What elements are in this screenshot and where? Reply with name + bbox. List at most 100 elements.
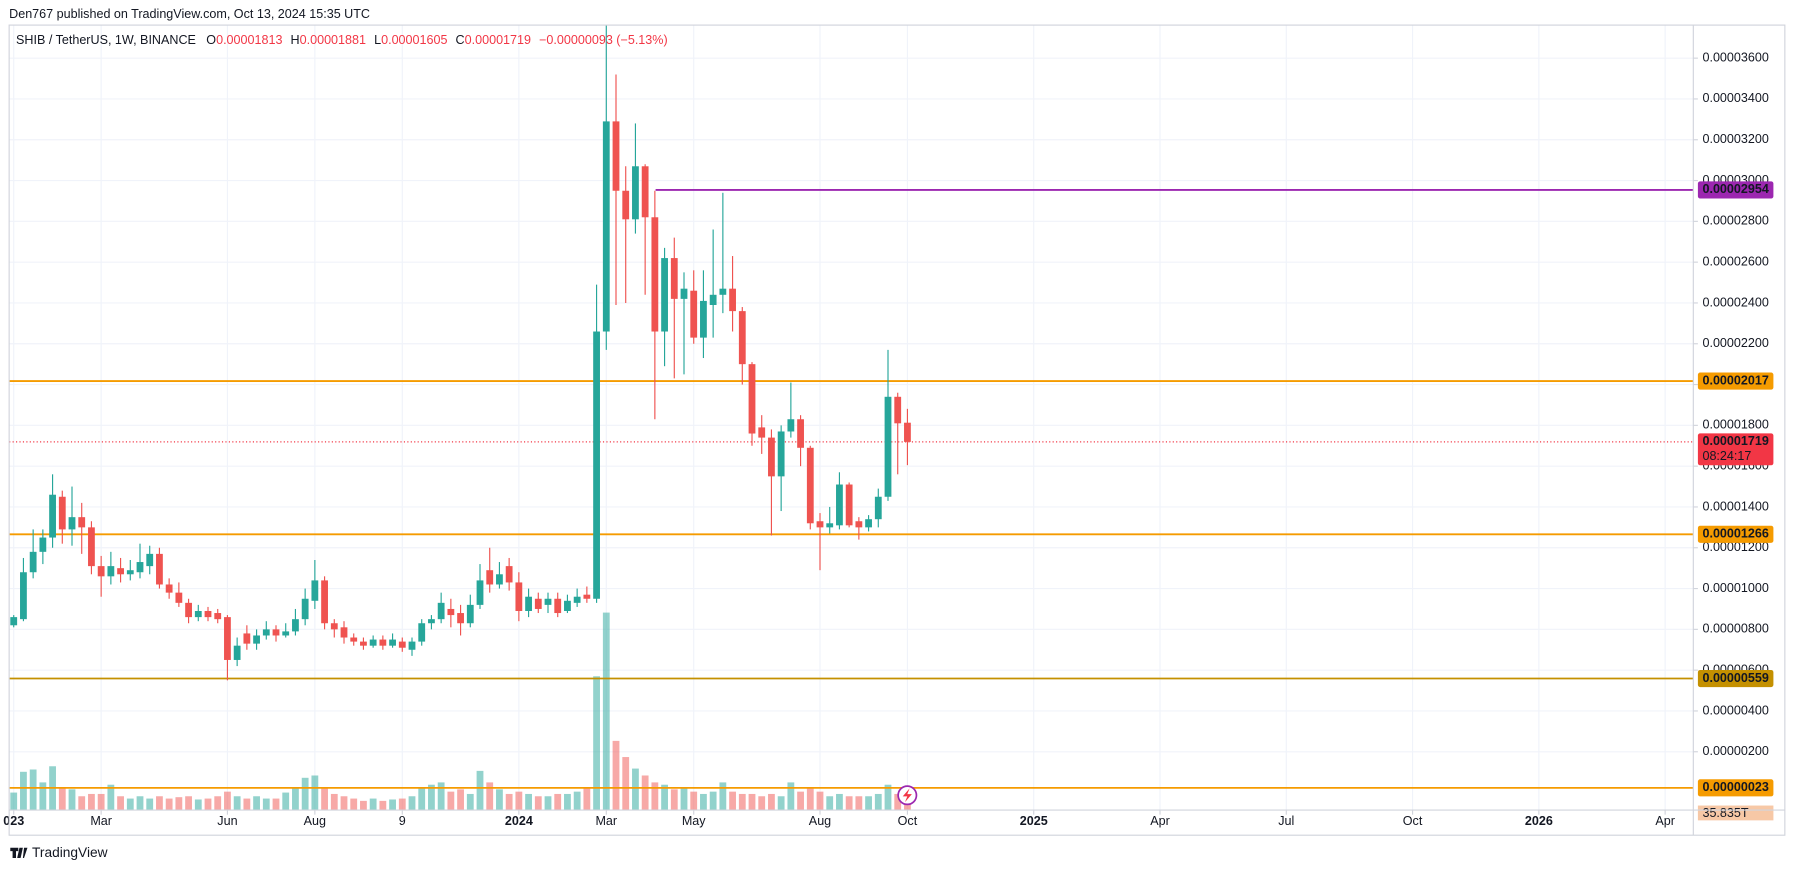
candle-body [486,570,494,585]
volume-bar [78,796,86,811]
volume-bar [292,787,299,811]
volume-bar [622,757,630,811]
volume-bar [729,791,736,811]
volume-bar [214,796,222,811]
candle-body [505,566,513,583]
x-tick-label: Jun [217,814,237,828]
candle-body [700,300,707,338]
volume-bar [583,787,591,811]
volume-bar [534,796,542,811]
countdown-icon [897,785,918,806]
candle-body [806,447,814,524]
volume-bar [330,793,338,811]
candle-body [894,396,902,424]
symbol-legend: SHIB / TetherUS, 1W, BINANCE O0.00001813… [16,33,668,47]
volume-bar [369,798,377,811]
candle-body [117,568,124,575]
candle-body [389,639,396,646]
volume-bar [88,793,95,811]
high-value: 0.00001881 [300,33,366,47]
volume-bar [884,784,892,811]
candle-body [836,484,843,526]
candle-body [573,596,581,603]
candle-body [194,610,202,618]
level-label-box [1697,372,1774,390]
volume-bar [389,799,396,811]
countdown: 08:24:17 [1702,449,1751,463]
candle-body [204,610,212,618]
volume-bar [738,793,746,811]
candle-body [165,584,173,593]
candle-body [690,290,698,338]
volume-bar [855,796,863,811]
candle-body [680,288,688,299]
y-tick-label: 0.00001400 [1702,499,1768,513]
candle-body [564,600,571,611]
y-tick-label: 0.00001800 [1702,418,1768,432]
level-label: 0.00002017 [1702,373,1768,387]
volume-bar [632,768,639,811]
axes: 0.000036000.000034000.000032000.00003000… [3,50,1774,828]
candle-body [282,631,290,636]
candle-body [185,602,192,618]
candle-body [330,623,338,630]
candle-body [525,596,532,611]
volume-bar [612,740,620,811]
y-tick-label: 0.00002800 [1702,214,1768,228]
volume-bar [457,789,464,811]
volume-bar [20,771,27,811]
volume-bar [301,777,309,811]
volume-bar [418,787,426,811]
candle-body [408,641,416,650]
y-tick-label: 0.00000800 [1702,622,1768,636]
volume-bar [253,796,260,811]
volume-bar [865,796,872,811]
candle-body [340,627,348,638]
volume-bar [58,787,66,811]
published-note: Den767 published on TradingView.com, Oct… [9,7,370,21]
open-key: O [206,33,216,47]
brand-logo [10,847,28,859]
volume-bar [175,797,183,811]
volume-bar [117,796,124,811]
volume-bar [360,800,367,811]
level-label-box [1697,525,1774,543]
volume-bar [874,793,882,811]
x-tick-label: Mar [595,814,617,828]
brand: TradingView [10,845,108,860]
volume-bar [573,791,581,811]
candle-body [777,431,785,477]
candle-body [457,613,464,624]
y-tick-label: 0.00002400 [1702,295,1768,309]
y-tick-label: 0.00000200 [1702,744,1768,758]
volume-bar [321,787,328,811]
volume-bar [719,782,727,811]
candle-body [253,635,260,644]
volume-bar [224,791,231,811]
candles [10,25,911,681]
volume-bar [379,800,387,811]
candle-body [709,294,717,305]
candle-body [360,641,367,646]
candle-body [146,553,154,567]
volume-bar [651,782,659,811]
candle-body [20,572,27,620]
volume-bar [486,782,494,811]
y-tick-label: 0.00002600 [1702,254,1768,268]
high-key: H [291,33,300,47]
candle-body [476,580,484,605]
low-key: L [374,33,381,47]
candle-body [214,613,222,620]
volume-bar [311,775,319,811]
volume-bar [787,782,795,811]
candle-body [515,582,523,611]
volume-bar [544,796,552,811]
volume-label-box [1697,805,1774,821]
candle-body [126,570,134,575]
candle-body [68,517,76,530]
candle-body [175,592,183,603]
candle-body [632,166,639,220]
candle-body [583,594,591,599]
volume-bar [476,770,484,811]
